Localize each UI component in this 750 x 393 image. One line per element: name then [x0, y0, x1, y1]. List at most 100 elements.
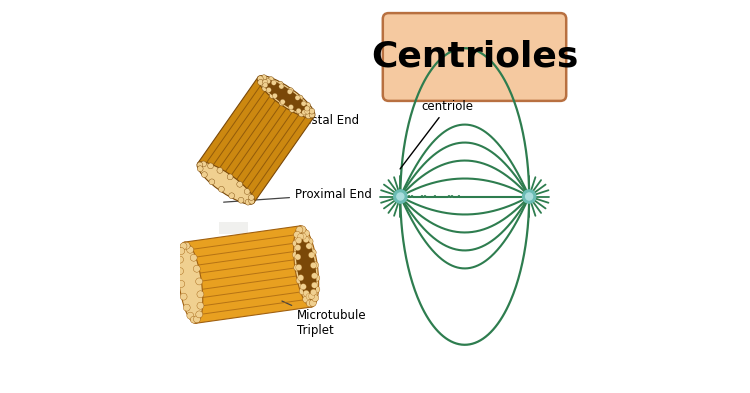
Circle shape [196, 278, 202, 285]
Circle shape [296, 237, 302, 244]
Circle shape [310, 262, 316, 268]
Circle shape [196, 311, 202, 318]
Ellipse shape [257, 75, 315, 118]
Circle shape [295, 254, 301, 260]
Circle shape [183, 242, 190, 249]
Circle shape [187, 246, 194, 253]
Polygon shape [184, 226, 312, 323]
Circle shape [194, 316, 200, 323]
Circle shape [248, 195, 254, 200]
Circle shape [313, 274, 320, 281]
Circle shape [197, 166, 203, 172]
Ellipse shape [293, 226, 319, 307]
Circle shape [397, 193, 404, 200]
Circle shape [180, 293, 187, 300]
Circle shape [209, 179, 214, 185]
Text: Proximal End: Proximal End [224, 188, 372, 202]
Circle shape [304, 109, 310, 114]
Circle shape [313, 286, 320, 293]
Circle shape [310, 299, 316, 307]
Circle shape [296, 226, 303, 233]
Circle shape [308, 293, 315, 299]
Circle shape [183, 304, 190, 311]
Circle shape [292, 240, 299, 247]
Circle shape [287, 88, 293, 94]
Circle shape [279, 84, 284, 89]
Circle shape [295, 95, 300, 100]
Circle shape [299, 226, 306, 233]
Circle shape [298, 111, 304, 117]
Ellipse shape [178, 242, 203, 323]
Text: Distal End: Distal End [266, 114, 359, 127]
Circle shape [306, 243, 312, 249]
Circle shape [268, 77, 274, 83]
Circle shape [300, 233, 306, 239]
Circle shape [302, 110, 307, 115]
Circle shape [523, 190, 536, 203]
Circle shape [176, 268, 184, 275]
Circle shape [262, 85, 268, 91]
Circle shape [306, 294, 312, 299]
Circle shape [394, 190, 407, 203]
Circle shape [296, 108, 302, 113]
Circle shape [287, 89, 292, 94]
Circle shape [190, 254, 197, 261]
Circle shape [309, 249, 316, 256]
Circle shape [309, 108, 315, 114]
Circle shape [298, 275, 304, 281]
Text: centriole: centriole [400, 99, 474, 169]
Circle shape [272, 93, 278, 98]
Circle shape [266, 87, 272, 92]
Circle shape [194, 265, 200, 272]
Circle shape [306, 300, 314, 307]
Circle shape [245, 199, 251, 205]
Circle shape [312, 295, 319, 301]
Circle shape [300, 284, 306, 290]
Circle shape [294, 231, 301, 238]
Circle shape [299, 288, 306, 295]
Circle shape [292, 252, 299, 258]
Circle shape [303, 296, 310, 303]
Circle shape [280, 99, 285, 105]
Circle shape [303, 290, 309, 296]
Polygon shape [219, 222, 248, 233]
Circle shape [261, 75, 267, 81]
Circle shape [289, 105, 293, 110]
Circle shape [200, 161, 206, 167]
Circle shape [262, 79, 268, 84]
Circle shape [227, 174, 233, 180]
Circle shape [279, 100, 285, 106]
Circle shape [266, 79, 271, 84]
Circle shape [258, 79, 263, 85]
Circle shape [249, 198, 254, 204]
Circle shape [237, 181, 242, 187]
Circle shape [304, 102, 310, 108]
Circle shape [190, 316, 197, 323]
Circle shape [218, 186, 224, 192]
Circle shape [202, 172, 207, 178]
Circle shape [238, 197, 244, 203]
Circle shape [229, 193, 235, 198]
Circle shape [217, 167, 223, 173]
Text: Microtubule
Triplet: Microtubule Triplet [282, 301, 367, 337]
Circle shape [197, 162, 202, 168]
Circle shape [295, 244, 301, 251]
Circle shape [262, 83, 268, 88]
Circle shape [290, 107, 295, 112]
Ellipse shape [197, 162, 254, 204]
Circle shape [180, 242, 187, 250]
Ellipse shape [262, 79, 310, 114]
Text: Centrioles: Centrioles [371, 40, 579, 74]
Circle shape [306, 238, 313, 245]
Circle shape [301, 101, 306, 106]
Circle shape [278, 81, 284, 87]
Circle shape [309, 112, 315, 118]
Circle shape [197, 302, 204, 309]
Circle shape [272, 80, 276, 85]
Circle shape [208, 163, 214, 169]
Circle shape [308, 252, 314, 258]
Circle shape [269, 93, 275, 99]
Circle shape [526, 193, 532, 200]
Circle shape [302, 230, 310, 237]
Circle shape [305, 113, 311, 119]
